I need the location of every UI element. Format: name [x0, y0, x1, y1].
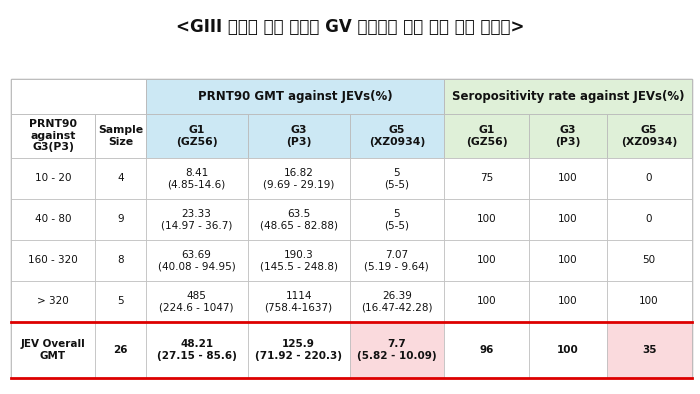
Text: 10 - 20: 10 - 20: [35, 173, 71, 183]
Text: 63.5
(48.65 - 82.88): 63.5 (48.65 - 82.88): [260, 208, 337, 230]
Text: 7.07
(5.19 - 9.64): 7.07 (5.19 - 9.64): [365, 250, 429, 271]
Text: 5
(5-5): 5 (5-5): [384, 208, 409, 230]
Text: 100: 100: [558, 255, 577, 266]
Text: 100: 100: [477, 296, 496, 307]
Text: Seropositivity rate against JEVs(%): Seropositivity rate against JEVs(%): [452, 90, 684, 103]
Text: 23.33
(14.97 - 36.7): 23.33 (14.97 - 36.7): [161, 208, 232, 230]
Text: 100: 100: [639, 296, 659, 307]
Text: 100: 100: [477, 214, 496, 225]
Text: 63.69
(40.08 - 94.95): 63.69 (40.08 - 94.95): [158, 250, 235, 271]
Text: 100: 100: [558, 214, 577, 225]
Text: 125.9
(71.92 - 220.3): 125.9 (71.92 - 220.3): [255, 339, 342, 361]
Text: 1114
(758.4-1637): 1114 (758.4-1637): [265, 291, 332, 312]
Text: 5
(5-5): 5 (5-5): [384, 167, 409, 189]
Text: G5
(XZ0934): G5 (XZ0934): [621, 125, 677, 147]
Text: 26.39
(16.47-42.28): 26.39 (16.47-42.28): [361, 291, 433, 312]
Text: 160 - 320: 160 - 320: [28, 255, 78, 266]
Text: G1
(GZ56): G1 (GZ56): [466, 125, 507, 147]
Text: 100: 100: [557, 345, 579, 355]
Text: 100: 100: [558, 173, 577, 183]
Text: G3
(P3): G3 (P3): [286, 125, 312, 147]
Text: PRNT90 GMT against JEVs(%): PRNT90 GMT against JEVs(%): [197, 90, 392, 103]
Text: 26: 26: [113, 345, 128, 355]
Text: 96: 96: [480, 345, 494, 355]
Text: 8.41
(4.85-14.6): 8.41 (4.85-14.6): [167, 167, 226, 189]
Text: > 320: > 320: [37, 296, 69, 307]
Text: G1
(GZ56): G1 (GZ56): [176, 125, 218, 147]
Text: 5: 5: [118, 296, 124, 307]
Text: <GIII 유전형 기반 백신의 GV 유전형에 대한 낙은 교차 방어능>: <GIII 유전형 기반 백신의 GV 유전형에 대한 낙은 교차 방어능>: [176, 18, 524, 36]
Text: 7.7
(5.82 - 10.09): 7.7 (5.82 - 10.09): [357, 339, 437, 361]
Text: 9: 9: [118, 214, 124, 225]
Text: 8: 8: [118, 255, 124, 266]
Text: 190.3
(145.5 - 248.8): 190.3 (145.5 - 248.8): [260, 250, 337, 271]
Text: 485
(224.6 - 1047): 485 (224.6 - 1047): [160, 291, 234, 312]
Text: 75: 75: [480, 173, 494, 183]
Text: PRNT90
against
G3(P3): PRNT90 against G3(P3): [29, 119, 77, 152]
Text: 100: 100: [477, 255, 496, 266]
Text: JEV Overall
GMT: JEV Overall GMT: [20, 339, 85, 361]
Text: 40 - 80: 40 - 80: [35, 214, 71, 225]
Text: 48.21
(27.15 - 85.6): 48.21 (27.15 - 85.6): [157, 339, 237, 361]
Text: 0: 0: [646, 214, 652, 225]
Text: G5
(XZ0934): G5 (XZ0934): [369, 125, 425, 147]
Text: G3
(P3): G3 (P3): [555, 125, 580, 147]
Text: 35: 35: [642, 345, 657, 355]
Text: 16.82
(9.69 - 29.19): 16.82 (9.69 - 29.19): [263, 167, 335, 189]
Text: 50: 50: [643, 255, 656, 266]
Text: Sample
Size: Sample Size: [98, 125, 143, 147]
Text: 0: 0: [646, 173, 652, 183]
Text: 100: 100: [558, 296, 577, 307]
Text: 4: 4: [118, 173, 124, 183]
